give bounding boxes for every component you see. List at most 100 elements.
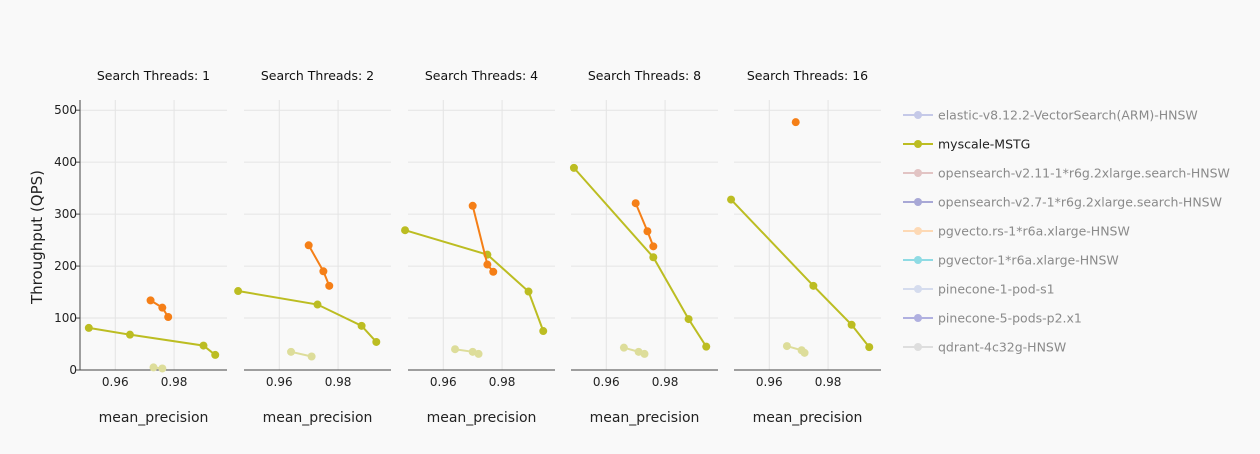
data-point: [451, 345, 460, 354]
legend-item[interactable]: qdrant-4c32g-HNSW: [903, 340, 1066, 355]
legend-item[interactable]: elastic-v8.12.2-VectorSearch(ARM)-HNSW: [903, 108, 1198, 123]
legend-label: opensearch-v2.11-1*r6g.2xlarge.search-HN…: [938, 166, 1230, 181]
series: [619, 343, 649, 358]
data-point: [684, 315, 693, 324]
y-tick-label: 400: [54, 155, 77, 169]
legend-item[interactable]: pinecone-5-pods-p2.x1: [903, 311, 1082, 326]
data-point: [325, 281, 334, 290]
data-point: [524, 287, 533, 296]
data-point: [702, 342, 711, 351]
data-point: [865, 343, 874, 352]
panel-1: 0.96 0.98 0 100 200 300 400 500 Search Threads: …: [54, 68, 227, 426]
legend-swatch-marker: [914, 314, 922, 322]
series: [631, 199, 658, 251]
series: [234, 287, 381, 346]
legend-item[interactable]: opensearch-v2.11-1*r6g.2xlarge.search-HN…: [903, 166, 1230, 181]
series-line: [88, 326, 216, 356]
panel-title: Search Threads: 8: [588, 68, 701, 83]
legend-label: pinecone-5-pods-p2.x1: [938, 311, 1082, 326]
panel-title: Search Threads: 4: [425, 68, 538, 83]
data-point: [149, 363, 158, 372]
data-point: [539, 327, 548, 336]
y-tick-label: 500: [54, 103, 77, 117]
data-point: [211, 350, 220, 359]
data-point: [474, 349, 483, 358]
panel-2: 0.96 0.98 Search Threads: 2 mean_precision: [234, 68, 391, 426]
series-line: [404, 229, 545, 332]
data-point: [569, 163, 578, 172]
series: [149, 363, 167, 373]
legend-swatch-marker: [914, 169, 922, 177]
legend-label: pgvecto.rs-1*r6a.xlarge-HNSW: [938, 224, 1130, 239]
data-point: [199, 341, 208, 350]
x-axis-title: mean_precision: [590, 410, 700, 426]
data-point: [631, 199, 640, 208]
panel-3: 0.96 0.98 Search Threads: 4 mean_precision: [401, 68, 555, 426]
series: [304, 241, 334, 290]
x-tick-label: 0.98: [652, 375, 679, 389]
legend-swatch-marker: [914, 343, 922, 351]
series-line: [237, 290, 378, 343]
data-point: [304, 241, 313, 250]
legend-item[interactable]: pinecone-1-pod-s1: [903, 282, 1055, 297]
legend-label: pgvector-1*r6a.xlarge-HNSW: [938, 253, 1119, 268]
data-point: [809, 281, 818, 290]
legend-item[interactable]: opensearch-v2.7-1*r6g.2xlarge.search-HNS…: [903, 195, 1222, 210]
panel-title: Search Threads: 2: [261, 68, 374, 83]
x-tick-label: 0.98: [815, 375, 842, 389]
data-point: [649, 253, 658, 262]
legend-swatch-marker: [914, 227, 922, 235]
x-axis-title: mean_precision: [427, 410, 537, 426]
series-line: [573, 167, 708, 348]
series: [782, 342, 809, 357]
legend-item[interactable]: myscale-MSTG: [903, 137, 1030, 152]
panel-title: Search Threads: 1: [97, 68, 210, 83]
legend-label: myscale-MSTG: [938, 137, 1030, 152]
data-point: [640, 349, 649, 358]
data-point: [125, 330, 134, 339]
data-point: [649, 242, 658, 251]
x-tick-label: 0.96: [266, 375, 293, 389]
legend-swatch-marker: [914, 285, 922, 293]
legend-swatch-marker: [914, 198, 922, 206]
y-axis-title: Throughput (QPS): [28, 170, 46, 305]
series: [569, 163, 711, 351]
data-point: [234, 287, 243, 296]
x-axis-title: mean_precision: [263, 410, 373, 426]
legend-swatch-marker: [914, 140, 922, 148]
series: [401, 226, 548, 336]
data-point: [619, 343, 628, 352]
y-tick-label: 0: [69, 363, 77, 377]
series: [287, 347, 316, 361]
legend-item[interactable]: pgvector-1*r6a.xlarge-HNSW: [903, 253, 1119, 268]
data-point: [401, 226, 410, 235]
data-point: [158, 303, 167, 312]
x-axis-title: mean_precision: [99, 410, 209, 426]
legend-label: opensearch-v2.7-1*r6g.2xlarge.search-HNS…: [938, 195, 1222, 210]
data-point: [357, 321, 366, 330]
data-point: [483, 260, 492, 269]
data-point: [164, 313, 173, 321]
legend-item[interactable]: pgvecto.rs-1*r6a.xlarge-HNSW: [903, 224, 1130, 239]
data-point: [372, 337, 381, 346]
x-tick-label: 0.98: [489, 375, 516, 389]
legend-swatch-marker: [914, 111, 922, 119]
data-point: [146, 296, 155, 305]
data-point: [158, 364, 167, 373]
legend-label: qdrant-4c32g-HNSW: [938, 340, 1066, 355]
data-point: [84, 323, 93, 332]
series: [727, 195, 874, 352]
series-line: [730, 198, 871, 348]
y-tick-label: 100: [54, 311, 77, 325]
y-tick-label: 300: [54, 207, 77, 221]
series-line: [307, 244, 331, 287]
x-tick-label: 0.98: [325, 375, 352, 389]
y-tick-label: 200: [54, 259, 77, 273]
data-point: [468, 201, 477, 210]
data-point: [727, 195, 736, 204]
legend-label: elastic-v8.12.2-VectorSearch(ARM)-HNSW: [938, 108, 1198, 123]
x-tick-label: 0.98: [161, 375, 188, 389]
data-point: [782, 342, 791, 351]
x-axis-title: mean_precision: [753, 410, 863, 426]
